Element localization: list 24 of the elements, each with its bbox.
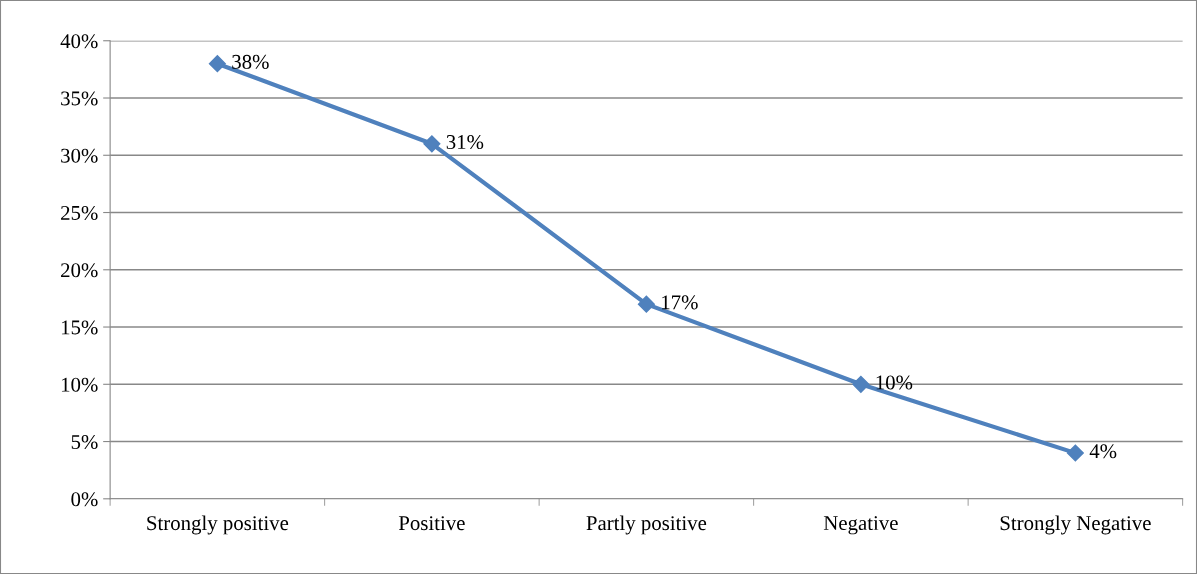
x-tick-label: Strongly Negative	[1000, 515, 1151, 535]
y-tick-label: 15%	[61, 320, 98, 335]
data-label: 4%	[1089, 444, 1117, 459]
y-tick-label: 30%	[61, 148, 98, 163]
point	[637, 295, 655, 313]
x-tick-label: Positive	[398, 516, 465, 531]
x-tick-label: Strongly positive	[147, 515, 289, 535]
data-label: 38%	[232, 54, 269, 69]
point	[423, 135, 441, 153]
y-tick-label: 5%	[71, 434, 98, 450]
y-tick-label: 40%	[60, 34, 98, 49]
y-tick-label: 20%	[61, 263, 98, 278]
x-tick-label: Negative	[823, 516, 898, 535]
point	[1066, 444, 1084, 462]
x-tick-label: Partly positive	[586, 515, 707, 535]
point	[208, 55, 226, 73]
point	[852, 375, 870, 393]
y-tick-label: 0%	[71, 492, 98, 507]
data-label: 10%	[876, 375, 913, 390]
y-tick-label: 25%	[61, 205, 98, 221]
y-tick-label: 35%	[61, 91, 98, 106]
data-label: 31%	[446, 134, 484, 150]
y-tick-label: 10%	[61, 377, 98, 392]
data-label: 17%	[662, 295, 698, 310]
